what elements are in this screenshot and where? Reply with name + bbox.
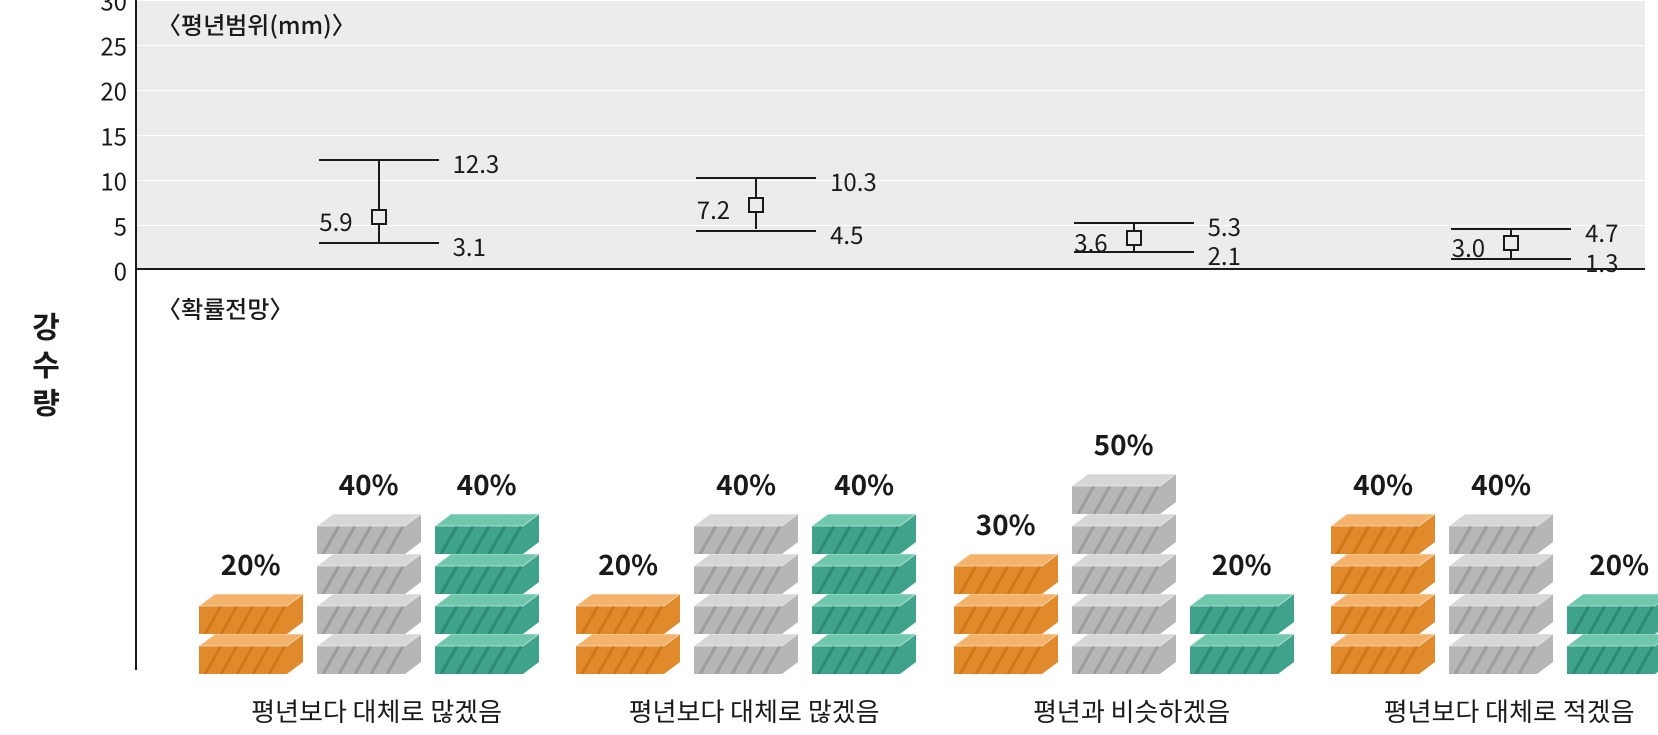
probability-bar-orange: 40% — [1331, 464, 1435, 670]
probability-pct-label: 40% — [1353, 464, 1413, 504]
gridline — [137, 45, 1645, 46]
range-low-label: 3.1 — [453, 228, 486, 263]
probability-group: 20% 40% — [581, 390, 911, 670]
range-mid-label: 3.6 — [1074, 224, 1107, 259]
stack-block — [1331, 594, 1435, 630]
stack-block — [1072, 474, 1176, 510]
range-mid-label: 7.2 — [697, 191, 730, 226]
range-mid-label: 5.9 — [319, 203, 352, 238]
stack-block — [1449, 634, 1553, 670]
stack-block — [435, 594, 539, 630]
stack-block — [812, 634, 916, 670]
stack-block — [1072, 554, 1176, 590]
category-label: 평년과 비슷하겠음 — [972, 692, 1292, 729]
probability-bar-orange: 20% — [199, 544, 303, 670]
range-plot: 〈평년범위(mm)〉 05101520253012.33.15.910.34.5… — [135, 0, 1645, 270]
probability-bar-teal: 40% — [435, 464, 539, 670]
probability-pct-label: 50% — [1094, 424, 1154, 464]
stack-block — [576, 634, 680, 670]
probability-pct-label: 40% — [457, 464, 517, 504]
stack-block — [1567, 634, 1658, 670]
probability-bar-gray: 50% — [1072, 424, 1176, 670]
stack-block — [1449, 514, 1553, 550]
y-tick-label: 5 — [114, 208, 127, 243]
stack-block — [576, 594, 680, 630]
probability-bar-teal: 20% — [1190, 544, 1294, 670]
range-plot-title: 〈평년범위(mm)〉 — [157, 6, 356, 41]
probability-pct-label: 20% — [1589, 544, 1649, 584]
stack-block — [694, 634, 798, 670]
stack-block — [1072, 514, 1176, 550]
y-tick-label: 20 — [100, 73, 127, 108]
y-tick-label: 0 — [114, 253, 127, 288]
probability-bar-orange: 20% — [576, 544, 680, 670]
probability-group: 20% 40% — [204, 390, 534, 670]
stack-block — [317, 634, 421, 670]
category-label: 평년보다 대체로 많겠음 — [217, 692, 537, 729]
probability-panel: 〈확률전망〉 20% 40% — [135, 270, 1645, 670]
y-tick-label: 30 — [100, 0, 127, 18]
probability-pct-label: 30% — [976, 504, 1036, 544]
probability-bar-teal: 20% — [1567, 544, 1658, 670]
gridline — [137, 225, 1645, 226]
stack-block — [1331, 514, 1435, 550]
stack-block — [317, 554, 421, 590]
stack-block — [1567, 594, 1658, 630]
range-low-label: 4.5 — [830, 216, 863, 251]
probability-bar-gray: 40% — [317, 464, 421, 670]
stack-block — [1190, 634, 1294, 670]
stack-block — [199, 594, 303, 630]
y-axis-label: 강수량 — [24, 310, 68, 424]
stack-block — [812, 514, 916, 550]
category-label: 평년보다 대체로 많겠음 — [594, 692, 914, 729]
range-high-label: 12.3 — [453, 145, 500, 180]
probability-pct-label: 40% — [339, 464, 399, 504]
stack-block — [317, 514, 421, 550]
stack-block — [1449, 594, 1553, 630]
stack-block — [1331, 554, 1435, 590]
y-tick-label: 25 — [100, 28, 127, 63]
stack-block — [812, 554, 916, 590]
stack-block — [435, 554, 539, 590]
stack-block — [954, 594, 1058, 630]
stack-block — [1072, 634, 1176, 670]
gridline — [137, 0, 1645, 1]
probability-pct-label: 40% — [1471, 464, 1531, 504]
stack-block — [317, 594, 421, 630]
probability-pct-label: 20% — [598, 544, 658, 584]
stack-block — [694, 554, 798, 590]
gridline — [137, 90, 1645, 91]
probability-pct-label: 20% — [221, 544, 281, 584]
probability-bar-gray: 40% — [694, 464, 798, 670]
stack-block — [435, 514, 539, 550]
probability-bar-gray: 40% — [1449, 464, 1553, 670]
stack-block — [1072, 594, 1176, 630]
gridline — [137, 180, 1645, 181]
probability-bar-teal: 40% — [812, 464, 916, 670]
stack-block — [1331, 634, 1435, 670]
stack-block — [694, 514, 798, 550]
stack-block — [954, 634, 1058, 670]
gridline — [137, 135, 1645, 136]
stack-block — [1449, 554, 1553, 590]
probability-bar-orange: 30% — [954, 504, 1058, 670]
range-mid-label: 3.0 — [1452, 229, 1485, 264]
stack-block — [694, 594, 798, 630]
probability-pct-label: 40% — [834, 464, 894, 504]
stack-block — [812, 594, 916, 630]
probability-pct-label: 40% — [716, 464, 776, 504]
y-tick-label: 10 — [100, 163, 127, 198]
stack-block — [199, 634, 303, 670]
y-tick-label: 15 — [100, 118, 127, 153]
probability-panel-title: 〈확률전망〉 — [157, 290, 293, 325]
category-label: 평년보다 대체로 적겠음 — [1349, 692, 1658, 729]
stack-block — [954, 554, 1058, 590]
stack-block — [435, 634, 539, 670]
probability-group: 30% — [959, 390, 1289, 670]
probability-group: 40% — [1336, 390, 1658, 670]
stack-block — [1190, 594, 1294, 630]
range-low-label: 2.1 — [1208, 237, 1241, 272]
range-high-label: 10.3 — [830, 163, 877, 198]
probability-pct-label: 20% — [1212, 544, 1272, 584]
